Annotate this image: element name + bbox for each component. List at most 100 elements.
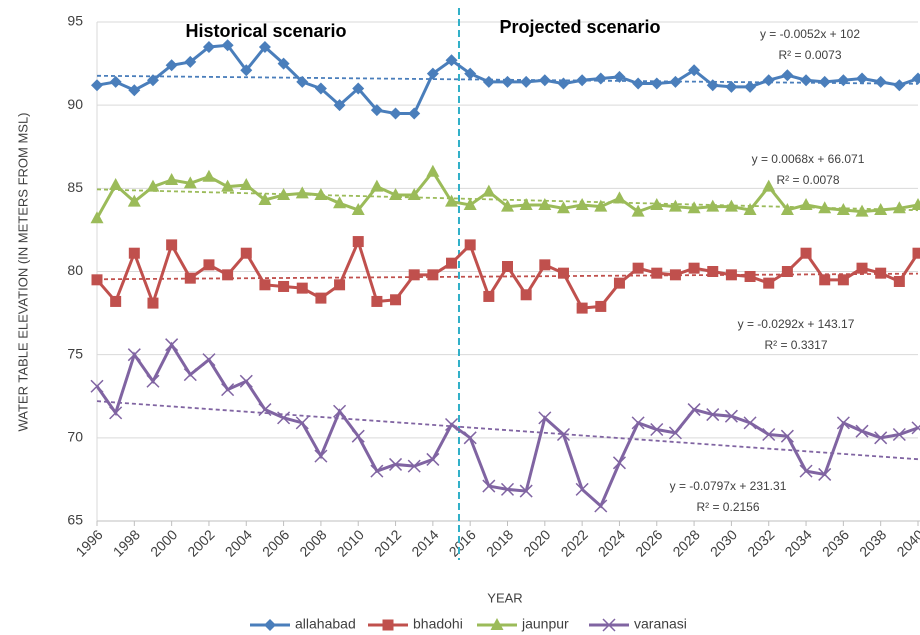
point <box>856 262 868 274</box>
point <box>688 64 701 77</box>
point <box>556 201 570 214</box>
point <box>688 262 700 274</box>
point <box>277 57 290 70</box>
legend-label: jaunpur <box>521 616 569 632</box>
point <box>166 239 178 251</box>
point <box>314 187 328 200</box>
point <box>538 74 551 87</box>
point <box>650 197 664 210</box>
point <box>382 619 394 631</box>
point <box>744 80 757 93</box>
legend-label: varanasi <box>634 616 687 632</box>
trend-equation: y = -0.0797x + 231.31 <box>670 479 787 493</box>
point <box>202 169 216 182</box>
x-tick-label: 2016 <box>446 526 479 559</box>
point <box>836 416 850 430</box>
x-tick-label: 2038 <box>856 526 889 559</box>
point <box>483 290 495 302</box>
point <box>295 186 309 199</box>
point <box>632 77 645 90</box>
trend-line <box>96 74 919 85</box>
point <box>264 619 276 631</box>
point <box>781 69 794 82</box>
point <box>278 280 290 292</box>
x-tick-label: 2010 <box>334 526 367 559</box>
y-axis-label: WATER TABLE ELEVATION (IN METERS FROM MS… <box>15 112 30 431</box>
point <box>762 74 775 87</box>
point <box>836 202 850 215</box>
point <box>203 259 215 271</box>
trend-equation: y = -0.0052x + 102 <box>760 27 860 41</box>
point <box>147 297 159 309</box>
series-line <box>95 341 919 509</box>
point <box>482 479 496 493</box>
point <box>408 107 421 120</box>
legend-label: allahabad <box>295 616 356 632</box>
point <box>893 275 905 287</box>
point <box>222 269 234 281</box>
point <box>334 279 346 291</box>
point <box>370 179 384 192</box>
point <box>874 75 887 88</box>
point <box>146 179 160 192</box>
x-tick-label: 2004 <box>222 526 255 559</box>
point <box>333 404 347 418</box>
point <box>855 204 869 217</box>
point <box>576 302 588 314</box>
point <box>109 406 123 420</box>
point <box>500 482 515 496</box>
point <box>184 55 197 68</box>
point <box>183 368 197 382</box>
point <box>780 202 794 215</box>
point <box>763 277 775 289</box>
point <box>613 70 626 83</box>
x-tick-label: 2026 <box>632 526 665 559</box>
trend-equation: R² = 0.2156 <box>696 500 759 514</box>
point <box>743 202 757 215</box>
point <box>819 274 831 286</box>
point <box>724 199 738 212</box>
point <box>239 374 253 388</box>
point <box>296 75 309 88</box>
point <box>557 267 569 279</box>
y-tick-label: 65 <box>67 512 83 528</box>
trend-equation: y = -0.0292x + 143.17 <box>738 317 855 331</box>
point <box>128 84 141 97</box>
point <box>202 353 216 367</box>
point <box>445 54 458 67</box>
point <box>501 199 514 212</box>
x-tick-label: 1996 <box>72 526 105 559</box>
point <box>744 270 756 282</box>
point <box>706 79 719 92</box>
point <box>612 191 626 204</box>
x-tick-label: 2022 <box>558 526 591 559</box>
point <box>90 211 104 224</box>
point <box>818 467 832 481</box>
point <box>165 173 179 186</box>
x-tick-label: 2020 <box>520 526 553 559</box>
point <box>539 259 551 271</box>
y-tick-label: 85 <box>67 179 83 195</box>
point <box>221 383 235 397</box>
scenario-label: Projected scenario <box>499 17 660 37</box>
point <box>594 199 608 212</box>
point <box>240 247 252 259</box>
point <box>556 427 571 442</box>
plot-area <box>90 39 920 513</box>
point <box>800 247 812 259</box>
point <box>502 261 513 273</box>
point <box>856 72 869 85</box>
point <box>818 201 832 214</box>
trend-line <box>96 272 919 281</box>
trend-equation: y = 0.0068x + 66.071 <box>752 152 865 166</box>
x-axis-label: YEAR <box>487 590 522 605</box>
point <box>352 82 365 95</box>
point <box>538 197 552 210</box>
point <box>799 464 813 478</box>
point <box>352 236 364 248</box>
point <box>408 269 420 281</box>
point <box>407 187 421 200</box>
point <box>482 75 495 88</box>
point <box>669 269 681 281</box>
point <box>90 379 104 393</box>
